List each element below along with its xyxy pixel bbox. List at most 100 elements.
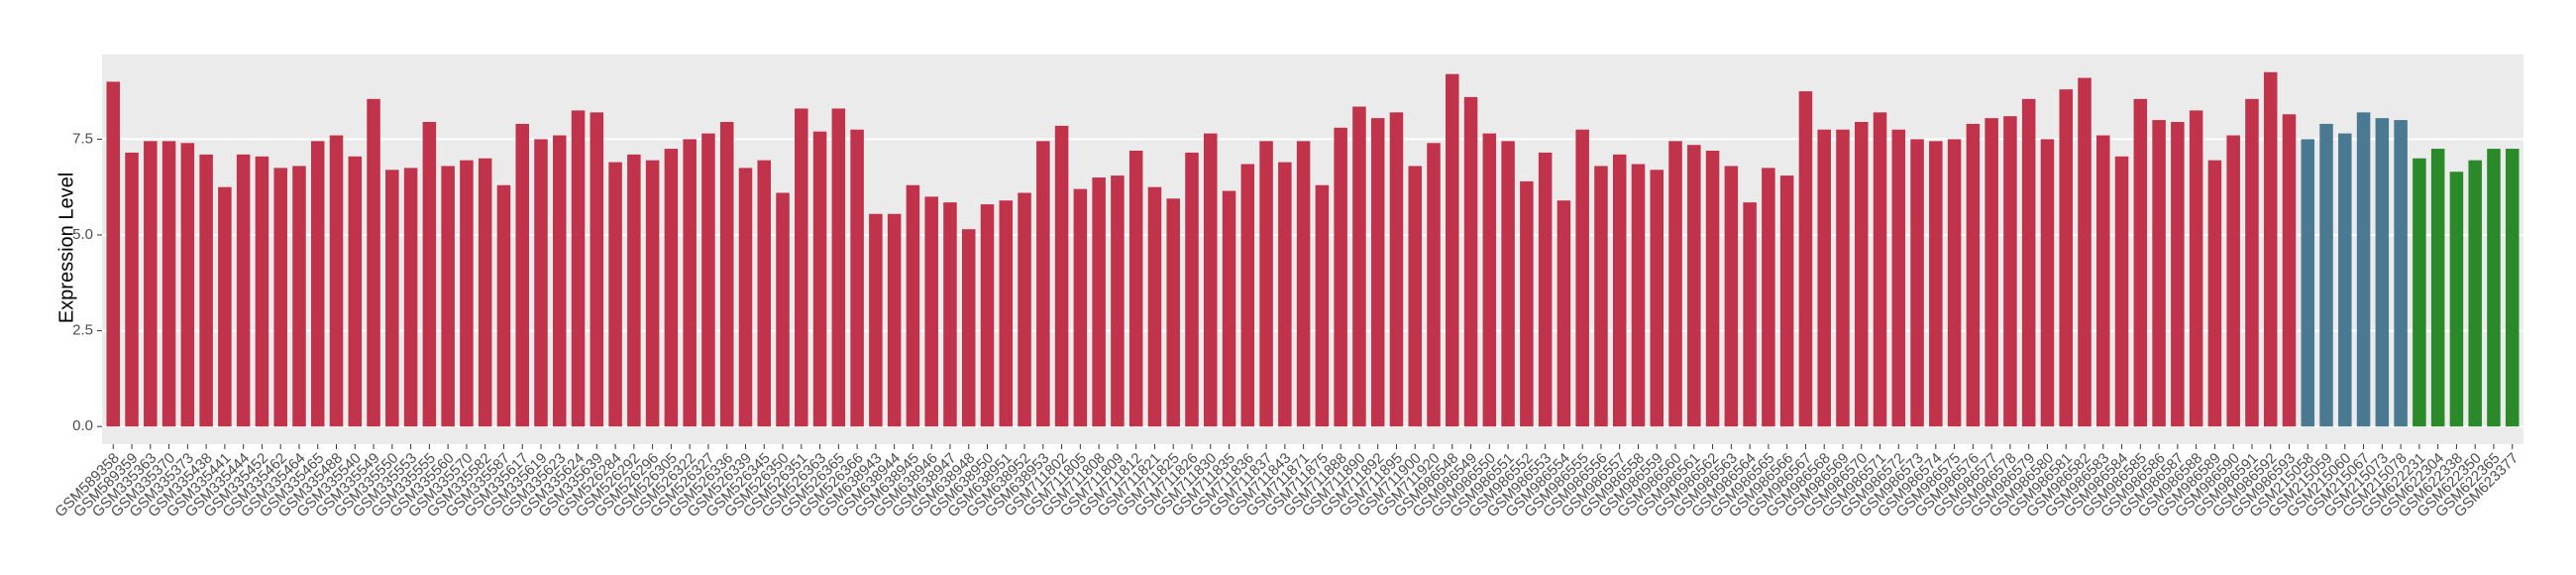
bar	[1779, 175, 1794, 427]
bar	[850, 129, 864, 427]
bar	[441, 166, 455, 427]
bar	[1408, 166, 1422, 427]
bar	[924, 196, 938, 427]
bar	[1278, 162, 1292, 427]
bar	[1334, 127, 1347, 427]
bar	[1762, 168, 1775, 427]
bar	[403, 168, 418, 427]
bar	[1240, 164, 1255, 427]
bar	[1018, 192, 1031, 427]
bar	[1166, 198, 1180, 427]
bar	[515, 123, 529, 427]
y-axis-title: Expression Level	[55, 172, 77, 323]
bar	[292, 166, 306, 427]
bar	[1352, 106, 1366, 427]
bar	[478, 158, 492, 427]
bar	[1668, 141, 1682, 427]
bar	[1612, 154, 1627, 427]
bar	[999, 200, 1014, 427]
bar	[2338, 133, 2352, 427]
bar	[1111, 175, 1125, 427]
bar	[496, 184, 511, 427]
bar	[348, 156, 363, 427]
bar	[2133, 98, 2148, 427]
bar	[329, 135, 344, 427]
bar	[812, 131, 827, 427]
bar	[1222, 190, 1236, 427]
bar	[757, 160, 772, 427]
bar	[2356, 112, 2371, 427]
bar	[1724, 166, 1739, 427]
bar	[738, 168, 753, 427]
y-tick-label: 2.5	[72, 322, 93, 339]
bar	[1054, 125, 1069, 427]
bar	[2263, 71, 2278, 427]
bar	[2171, 122, 2185, 427]
bar	[1259, 141, 1273, 427]
bar	[106, 81, 121, 427]
bar	[1910, 139, 1924, 427]
bar	[2152, 120, 2166, 427]
bar	[367, 98, 380, 427]
bar	[776, 192, 790, 427]
bar	[719, 122, 734, 427]
bar	[2468, 160, 2482, 427]
bar	[887, 213, 902, 427]
bar	[1556, 200, 1571, 427]
bar	[1427, 143, 1441, 427]
bar	[1370, 118, 1385, 427]
bar	[1446, 73, 1459, 427]
bar	[2487, 149, 2501, 427]
bar	[627, 154, 641, 427]
bar	[1705, 150, 1720, 427]
bar	[961, 229, 976, 427]
bar	[1315, 184, 1330, 427]
bar	[1575, 129, 1589, 427]
bar	[460, 160, 474, 427]
bar	[2189, 110, 2203, 427]
bar	[236, 154, 251, 427]
bar	[2096, 135, 2110, 427]
bar	[1966, 123, 1981, 427]
bar	[2375, 118, 2390, 427]
bar	[2505, 149, 2520, 427]
bar	[2078, 77, 2092, 427]
bar	[2282, 114, 2297, 427]
bar	[2245, 98, 2259, 427]
bar	[1463, 96, 1478, 427]
bar	[255, 156, 269, 427]
bar	[161, 141, 176, 427]
bar	[422, 122, 437, 427]
bar	[1947, 139, 1962, 427]
y-tick-label: 7.5	[72, 130, 93, 147]
bar	[795, 108, 808, 427]
bar	[980, 204, 995, 427]
bar	[1520, 180, 1534, 427]
bar	[1036, 141, 1050, 427]
bar	[534, 139, 548, 427]
bar	[2226, 135, 2240, 427]
bar	[553, 135, 567, 427]
bar	[1389, 112, 1404, 427]
bar	[2413, 158, 2426, 427]
bar	[1128, 150, 1143, 427]
bar	[590, 112, 604, 427]
bar	[310, 141, 325, 427]
bar	[608, 162, 622, 427]
bar	[1073, 188, 1088, 427]
bar	[1929, 141, 1943, 427]
bar	[125, 152, 139, 427]
bar	[1594, 166, 1608, 427]
bar	[906, 184, 920, 427]
bar	[180, 143, 195, 427]
bar	[1891, 129, 1906, 427]
bar	[218, 186, 232, 427]
bar	[1873, 112, 1887, 427]
bar	[199, 154, 213, 427]
bar	[1650, 170, 1664, 427]
bar	[385, 170, 399, 427]
bar	[1538, 152, 1553, 427]
bar	[869, 213, 883, 427]
